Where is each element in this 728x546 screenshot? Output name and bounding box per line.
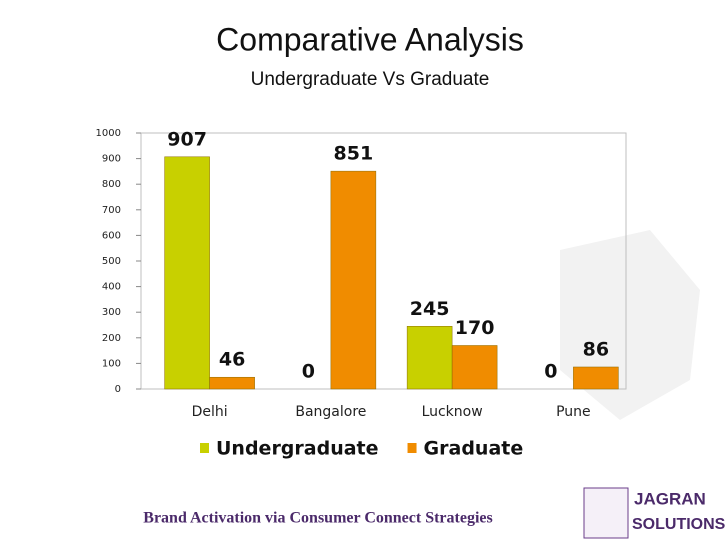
logo-text: JAGRAN (634, 489, 706, 508)
bar (406, 326, 453, 390)
data-label: 907 (167, 128, 207, 150)
data-label: 0 (544, 361, 557, 383)
data-label: 170 (455, 317, 495, 339)
y-tick-label: 0 (115, 384, 121, 395)
legend-swatch (407, 443, 417, 453)
y-tick-label: 400 (102, 282, 121, 293)
y-tick-label: 200 (102, 333, 121, 344)
x-tick-label: Pune (556, 404, 591, 420)
legend-label: Undergraduate (216, 438, 379, 460)
y-tick-label: 100 (102, 358, 121, 369)
bar (451, 345, 498, 390)
footer-tagline: Brand Activation via Consumer Connect St… (143, 510, 492, 527)
data-label: 245 (410, 298, 450, 320)
y-tick-label: 700 (102, 205, 121, 216)
bar (330, 170, 377, 390)
chart-title: Comparative Analysis (216, 21, 524, 57)
x-tick-label: Delhi (192, 404, 228, 420)
data-label: 86 (583, 338, 609, 360)
logo-text: SOLUTIONS (632, 516, 726, 533)
legend-label: Graduate (424, 438, 524, 460)
data-label: 46 (219, 349, 245, 371)
y-tick-label: 500 (102, 256, 121, 267)
logo-icon (583, 487, 629, 539)
y-tick-label: 900 (102, 154, 121, 165)
background-pattern (560, 230, 700, 420)
chart-subtitle: Undergraduate Vs Graduate (251, 69, 490, 90)
bar (573, 366, 619, 390)
y-tick-label: 600 (102, 230, 121, 241)
bar (209, 376, 255, 390)
data-label: 851 (334, 143, 374, 165)
data-label: 0 (302, 361, 315, 383)
legend-swatch (200, 443, 209, 453)
y-tick-label: 1000 (96, 128, 121, 139)
y-tick-label: 300 (102, 307, 121, 318)
plot-area (140, 132, 627, 390)
y-tick-label: 800 (102, 179, 121, 190)
bar (164, 156, 210, 390)
x-tick-label: Lucknow (422, 404, 483, 420)
x-tick-label: Bangalore (295, 404, 366, 420)
